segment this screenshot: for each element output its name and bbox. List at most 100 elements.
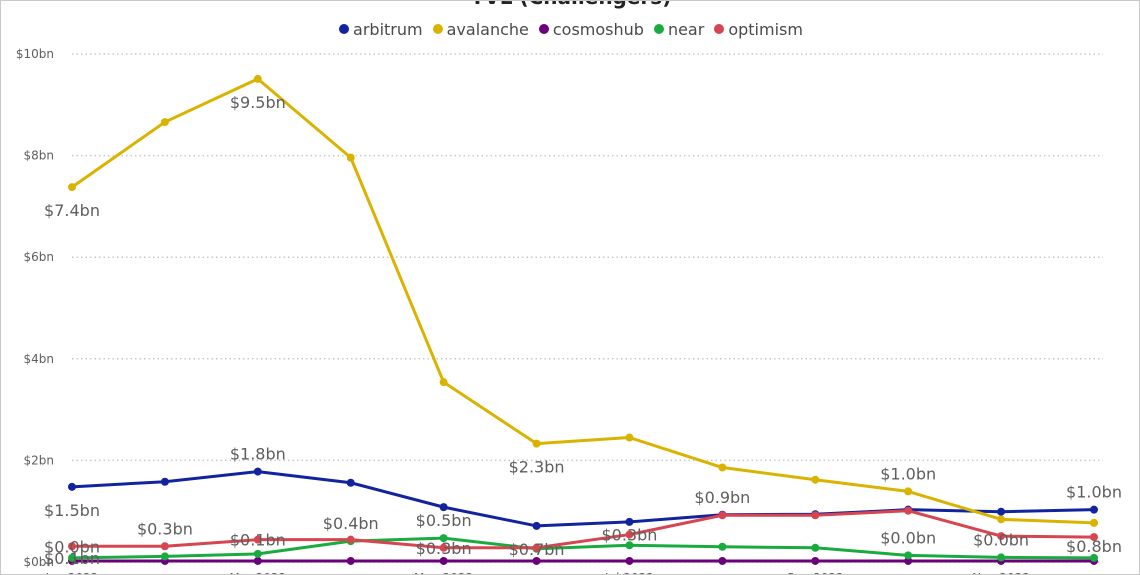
data-point-avalanche[interactable] <box>904 487 913 496</box>
data-label: $0.3bn <box>137 519 193 538</box>
data-point-avalanche[interactable] <box>1090 518 1098 527</box>
data-point-avalanche[interactable] <box>997 515 1006 524</box>
data-point-near[interactable] <box>68 553 76 562</box>
data-point-arbitrum[interactable] <box>346 478 355 487</box>
data-point-avalanche[interactable] <box>439 378 448 387</box>
data-point-near[interactable] <box>625 541 634 550</box>
data-point-cosmoshub[interactable] <box>625 556 634 565</box>
series-line-arbitrum <box>71 470 1095 528</box>
data-point-near[interactable] <box>718 542 727 551</box>
data-point-near[interactable] <box>160 552 169 561</box>
chart-legend: arbitrum avalanche cosmoshub near optimism <box>1 18 1139 40</box>
series-near <box>68 534 1098 562</box>
data-label: $0.3bn <box>601 526 657 545</box>
data-point-cosmoshub[interactable] <box>346 556 355 565</box>
data-point-optimism[interactable] <box>532 543 541 552</box>
legend-item-near[interactable]: near <box>653 18 705 40</box>
data-point-avalanche[interactable] <box>718 463 727 472</box>
data-point-optimism[interactable] <box>997 532 1006 541</box>
data-point-cosmoshub[interactable] <box>439 556 448 565</box>
chart-title: TVL (Challengers) <box>1 1 1139 9</box>
data-point-avalanche[interactable] <box>253 74 262 83</box>
x-tick-label: Jan 2022 <box>45 571 99 575</box>
data-point-arbitrum[interactable] <box>253 467 262 476</box>
series-lines <box>68 74 1098 565</box>
legend-marker <box>339 24 350 34</box>
data-point-arbitrum[interactable] <box>997 507 1006 516</box>
data-point-arbitrum[interactable] <box>1090 505 1098 514</box>
data-point-optimism[interactable] <box>625 530 634 539</box>
series-line-optimism <box>72 509 1095 550</box>
data-point-cosmoshub[interactable] <box>811 556 820 565</box>
data-label: $0.1bn <box>230 531 286 550</box>
data-point-avalanche[interactable] <box>160 118 169 127</box>
data-point-avalanche[interactable] <box>532 439 541 448</box>
legend-marker <box>714 24 725 34</box>
legend-item-arbitrum[interactable]: arbitrum <box>339 18 423 40</box>
legend-item-cosmoshub[interactable]: cosmoshub <box>538 18 644 40</box>
y-tick-label: $10bn <box>16 47 54 61</box>
data-label: $7.4bn <box>44 201 100 220</box>
data-point-arbitrum[interactable] <box>439 503 448 512</box>
data-point-cosmoshub[interactable] <box>532 556 541 565</box>
data-point-optimism[interactable] <box>439 543 448 552</box>
data-point-optimism[interactable] <box>811 511 820 520</box>
data-point-optimism[interactable] <box>346 535 355 544</box>
data-label: $0.9bn <box>694 488 750 507</box>
legend-label: arbitrum <box>353 19 423 39</box>
x-tick-label: Sep 2022 <box>787 571 844 575</box>
data-point-optimism[interactable] <box>253 535 262 544</box>
series-line-near <box>71 536 1095 560</box>
data-point-near[interactable] <box>904 551 913 560</box>
data-point-avalanche[interactable] <box>811 475 820 484</box>
legend-marker <box>432 24 443 34</box>
x-axis-ticks: Jan 2022 Mar 2022 May 2022 Jul 2022 Sep 2022… <box>45 571 1030 575</box>
data-label: $0.1bn <box>44 549 100 568</box>
y-tick-label: $8bn <box>24 149 55 163</box>
data-label: $0.4bn <box>323 514 379 533</box>
series-avalanche <box>68 74 1098 527</box>
data-point-cosmoshub[interactable] <box>718 556 727 565</box>
y-axis-ticks: $0bn $2bn $4bn $6bn $8bn $10bn <box>16 47 54 569</box>
data-point-near[interactable] <box>439 534 448 543</box>
data-label: $0.0bn <box>973 530 1029 549</box>
y-tick-label: $6bn <box>24 250 55 264</box>
y-tick-label: $4bn <box>24 352 55 366</box>
data-label: $1.0bn <box>880 464 936 483</box>
gridlines <box>72 53 1103 563</box>
data-point-avalanche[interactable] <box>68 183 76 192</box>
legend-item-optimism[interactable]: optimism <box>714 18 803 40</box>
series-cosmoshub <box>68 556 1098 565</box>
data-point-arbitrum[interactable] <box>68 482 76 491</box>
data-point-near[interactable] <box>1090 553 1098 562</box>
data-labels: $9.5bn $7.4bn $2.3bn $1.0bn $0.8bn $1.8bn $1.5… <box>44 93 1122 568</box>
data-label: $2.3bn <box>509 458 565 477</box>
data-point-optimism[interactable] <box>68 542 76 551</box>
legend-label: optimism <box>728 19 803 39</box>
legend-label: avalanche <box>446 19 529 39</box>
data-label: $9.5bn <box>230 93 286 112</box>
data-point-optimism[interactable] <box>160 542 169 551</box>
data-point-optimism[interactable] <box>1090 533 1098 542</box>
data-label: $0.0bn <box>44 537 100 556</box>
legend-marker <box>653 24 664 34</box>
data-point-cosmoshub[interactable] <box>904 556 913 565</box>
data-point-optimism[interactable] <box>718 511 727 520</box>
data-label: $0.3bn <box>416 539 472 558</box>
data-point-avalanche[interactable] <box>625 433 634 442</box>
data-point-avalanche[interactable] <box>346 153 355 162</box>
data-label: $1.8bn <box>230 445 286 464</box>
data-point-near[interactable] <box>253 549 262 558</box>
data-point-optimism[interactable] <box>904 506 913 515</box>
data-point-arbitrum[interactable] <box>160 477 169 486</box>
data-point-cosmoshub[interactable] <box>253 556 262 565</box>
legend-item-avalanche[interactable]: avalanche <box>432 18 529 40</box>
data-point-arbitrum[interactable] <box>625 517 634 526</box>
legend-label: near <box>667 19 705 39</box>
data-point-near[interactable] <box>811 543 820 552</box>
data-point-arbitrum[interactable] <box>532 521 541 530</box>
data-point-near[interactable] <box>997 553 1006 562</box>
x-tick-label: Jul 2022 <box>604 571 654 575</box>
